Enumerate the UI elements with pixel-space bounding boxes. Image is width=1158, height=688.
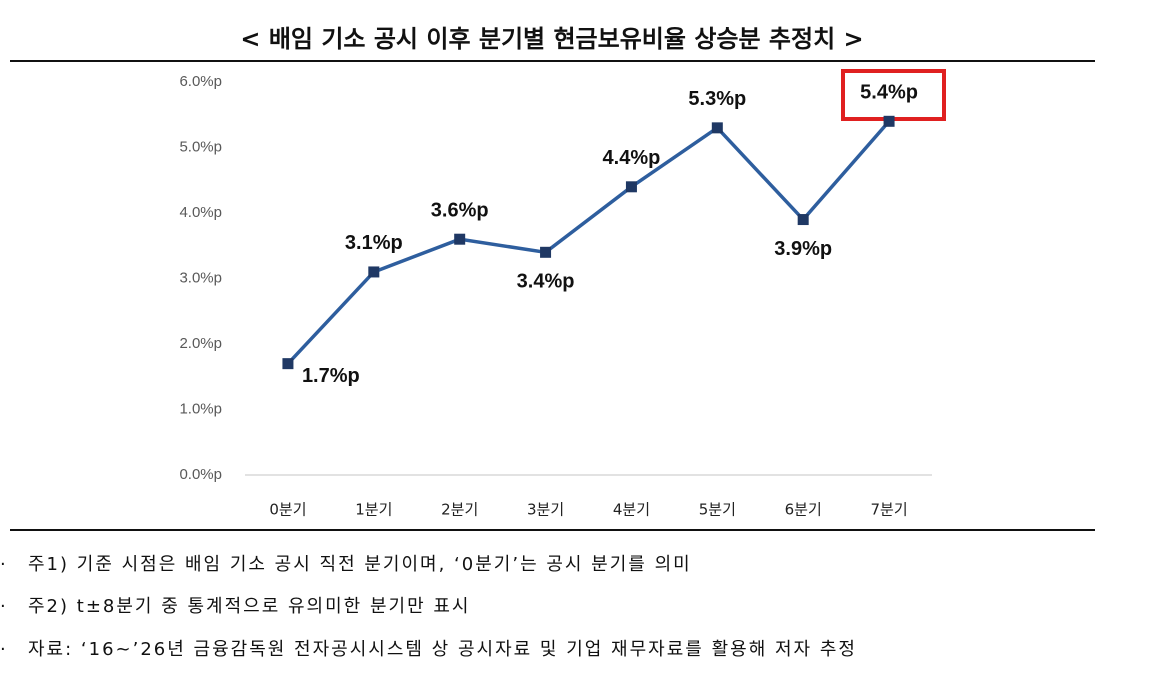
- bullet: ·: [0, 639, 8, 660]
- data-label: 1.7%p: [302, 365, 360, 387]
- x-tick-label: 5분기: [699, 501, 736, 519]
- data-label: 3.4%p: [517, 271, 575, 293]
- note: 주2) t±8분기 중 통계적으로 유의미한 분기만 표시: [28, 596, 470, 617]
- x-tick-label: 6분기: [785, 501, 822, 519]
- data-line: [286, 120, 891, 365]
- marker: [368, 266, 380, 278]
- marker: [797, 214, 809, 226]
- y-tick-label: 3.0%p: [179, 269, 222, 286]
- note: 자료: ‘16~’26년 금융감독원 전자공시시스템 상 공시자료 및 기업 재…: [28, 639, 857, 660]
- marker: [282, 358, 294, 370]
- data-label: 4.4%p: [603, 147, 661, 169]
- chart-title: < 배임 기소 공시 이후 분기별 현금보유비율 상승분 추정치 >: [240, 25, 863, 53]
- data-label: 5.3%p: [688, 88, 746, 110]
- marker: [625, 181, 637, 193]
- x-tick-label: 1분기: [355, 501, 392, 519]
- marker: [540, 246, 552, 258]
- marker: [711, 122, 723, 134]
- x-tick-label: 7분기: [870, 501, 907, 519]
- x-tick-label: 3분기: [527, 501, 564, 519]
- x-tick-label: 0분기: [269, 501, 306, 519]
- y-tick-label: 4.0%p: [179, 204, 222, 221]
- bullet: ·: [0, 554, 8, 575]
- data-label: 3.1%p: [345, 232, 403, 254]
- marker: [883, 115, 895, 127]
- marker: [454, 233, 466, 245]
- y-tick-label: 5.0%p: [179, 138, 222, 155]
- data-label: 3.6%p: [431, 199, 489, 221]
- y-tick-label: 6.0%p: [179, 73, 222, 90]
- data-label: 5.4%p: [860, 82, 918, 104]
- data-label: 3.9%p: [774, 238, 832, 260]
- y-tick-label: 1.0%p: [179, 400, 222, 417]
- y-tick-label: 0.0%p: [179, 466, 222, 483]
- x-tick-label: 2분기: [441, 501, 478, 519]
- x-tick-label: 4분기: [613, 501, 650, 519]
- bullet: ·: [0, 596, 8, 617]
- note: 주1) 기준 시점은 배임 기소 공시 직전 분기이며, ‘0분기’는 공시 분…: [28, 554, 692, 575]
- y-tick-label: 2.0%p: [179, 335, 222, 352]
